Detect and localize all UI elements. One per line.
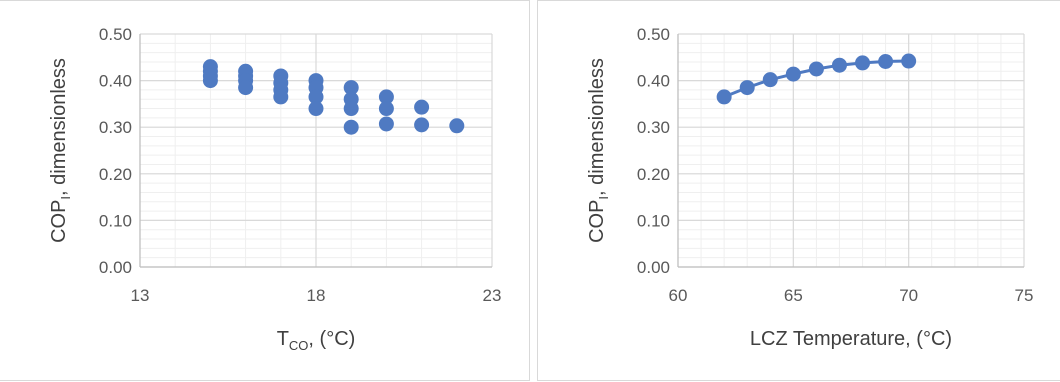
x-tick-label: 70 [899, 286, 918, 305]
data-point [831, 57, 847, 73]
data-point [378, 101, 394, 117]
data-point [449, 118, 465, 134]
data-point [762, 72, 778, 88]
y-tick-label: 0.30 [637, 118, 670, 137]
data-point [901, 53, 917, 69]
data-point [855, 55, 871, 71]
x-axis-title: TCO, (°C) [277, 328, 356, 353]
data-point [343, 119, 359, 135]
data-point [238, 80, 254, 96]
data-point [716, 89, 732, 105]
y-axis-title-part: , dimensionless [48, 58, 70, 196]
left-chart-panel: 0.00 0.10 0.20 0.30 0.40 0.50 13 18 23 TCO, (°C) C… [0, 0, 530, 381]
y-axis-title: COPI, dimensionless [586, 58, 611, 243]
y-tick-label: 0.50 [637, 25, 670, 44]
y-tick-label: 0.10 [637, 211, 670, 230]
data-point [273, 89, 289, 105]
x-axis-title-part: CO [289, 338, 309, 353]
y-axis-title-part: COP [586, 200, 608, 243]
data-point [739, 80, 755, 96]
y-axis-title-part: I [596, 196, 611, 200]
data-point [308, 101, 324, 117]
y-axis-title: COPI, dimensionless [48, 58, 73, 243]
data-point [414, 99, 430, 115]
x-tick-label: 75 [1015, 286, 1034, 305]
y-axis-title-part: I [58, 196, 73, 200]
x-tick-label: 23 [483, 286, 502, 305]
x-tick-label: 18 [307, 286, 326, 305]
data-point [378, 116, 394, 132]
x-axis-title-part: T [277, 328, 289, 350]
y-tick-label: 0.40 [99, 72, 132, 91]
y-axis-title-part: , dimensionless [586, 58, 608, 196]
y-tick-label: 0.20 [99, 165, 132, 184]
x-tick-label: 60 [669, 286, 688, 305]
x-tick-label: 65 [784, 286, 803, 305]
y-tick-label: 0.40 [637, 72, 670, 91]
data-point [343, 80, 359, 96]
major-gridlines [677, 33, 1025, 268]
right-chart-panel: 0.00 0.10 0.20 0.30 0.40 0.50 60 65 70 75 LCZ Temp… [537, 0, 1060, 381]
data-point [202, 73, 218, 89]
data-point [414, 117, 430, 133]
x-axis-title-part: , (°C) [308, 328, 355, 350]
major-gridlines [139, 33, 493, 268]
x-axis-title: LCZ Temperature, (°C) [750, 328, 952, 350]
data-point [343, 101, 359, 117]
data-point [378, 89, 394, 105]
data-point [808, 61, 824, 77]
y-axis-title-part: COP [48, 200, 70, 243]
data-point [878, 53, 894, 69]
y-tick-label: 0.00 [99, 258, 132, 277]
y-tick-label: 0.50 [99, 25, 132, 44]
x-tick-label: 13 [131, 286, 150, 305]
right-chart: 0.00 0.10 0.20 0.30 0.40 0.50 60 65 70 75 LCZ Temp… [586, 25, 1034, 350]
y-tick-label: 0.30 [99, 118, 132, 137]
data-point [308, 89, 324, 105]
data-point [785, 66, 801, 82]
y-tick-label: 0.10 [99, 211, 132, 230]
y-tick-label: 0.00 [637, 258, 670, 277]
y-tick-label: 0.20 [637, 165, 670, 184]
minor-gridlines [677, 33, 1025, 268]
x-axis-title-part: LCZ Temperature, (°C) [750, 328, 952, 350]
